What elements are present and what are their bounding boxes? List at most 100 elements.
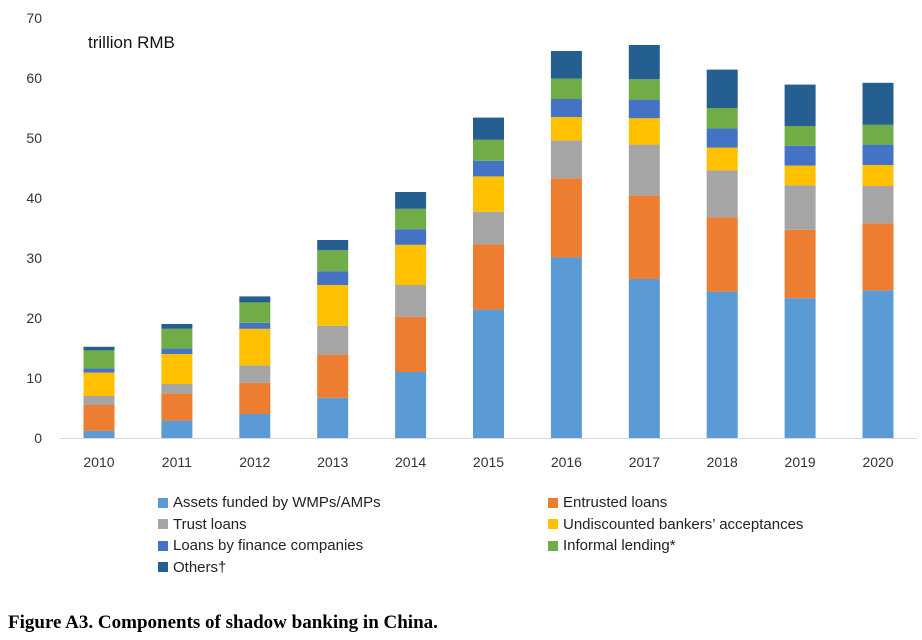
bar-segment [83,396,115,405]
bar-segment [239,365,271,383]
bar-segment [239,302,271,323]
x-tick-label: 2020 [862,454,893,470]
bar-segment [161,354,193,384]
x-tick-label: 2018 [707,454,738,470]
bar-segment [239,382,271,414]
bar-segment [161,328,193,349]
legend-item: Undiscounted bankers’ acceptances [548,516,803,533]
bar-segment [239,322,271,329]
bar-segment [317,240,349,251]
bar-segment [239,328,271,366]
bar-segment [706,147,738,171]
bar-segment [862,82,894,125]
bar-segment [317,285,349,326]
bar-segment [862,165,894,186]
bar-segment [473,117,504,140]
bar-segment [83,346,115,351]
x-tick-label: 2013 [317,454,348,470]
bar-segment [239,296,271,303]
x-tick-label: 2015 [473,454,504,470]
legend-label: Loans by finance companies [173,537,364,554]
legend-item: Entrusted loans [548,494,667,511]
bar-segment [83,350,115,369]
bar-segment [317,325,349,355]
legend-swatch [158,562,168,572]
y-tick-label: 40 [26,190,42,206]
bar-segment [628,79,660,100]
bar-segment [550,99,582,117]
bars-layer [83,45,894,438]
legend-label: Entrusted loans [563,494,668,511]
legend-swatch [158,497,168,508]
x-tick-label: 2011 [162,454,192,470]
x-tick-label: 2016 [551,454,582,470]
bar-segment [628,45,660,80]
bar-segment [550,117,582,141]
bar-segment [706,69,738,108]
bar-segment [473,160,504,177]
legend-swatch [548,497,558,508]
bar-segment [550,257,582,438]
bar-segment [161,324,193,329]
bar-segment [628,144,660,196]
bar-segment [83,368,115,373]
bar-segment [317,250,349,272]
legend-swatch [158,540,168,551]
legend-label: Trust loans [173,515,247,533]
bar-segment [784,185,816,230]
bar-segment [473,176,504,212]
legend-label: Assets funded by WMPs/AMPs [173,494,381,511]
bar-segment [161,420,193,438]
y-tick-label: 60 [26,70,42,86]
legend-label: Undiscounted bankers’ acceptances [563,515,804,533]
legend-label: Others† [173,558,227,576]
bar-segment [784,229,816,299]
x-tick-label: 2019 [785,454,816,470]
y-tick-label: 70 [26,10,42,26]
bar-segment [862,186,894,224]
bar-segment [550,140,582,179]
legend-item: Trust loans [158,516,247,533]
bar-segment [395,316,427,372]
y-tick-label: 10 [26,370,42,386]
bar-segment [784,298,816,438]
bar-segment [628,99,660,119]
bar-segment [83,372,115,396]
y-tick-label: 30 [26,250,42,266]
bar-segment [550,51,582,79]
bar-segment [395,208,427,230]
bar-segment [706,170,738,218]
bar-segment [473,309,504,438]
unit-label: trillion RMB [88,33,175,52]
axis-layer: 0 10 20 30 40 50 60 70 2010 2011 2012 2013 2014 2015 2… [26,10,917,470]
bar-segment [473,139,504,161]
x-tick-label: 2014 [395,454,426,470]
bar-segment [395,372,427,438]
bar-segment [239,414,271,438]
legend-item: Informal lending* [548,537,676,554]
legend-item: Assets funded by WMPs/AMPs [158,494,381,511]
bar-segment [706,217,738,292]
legend-swatch [158,519,168,529]
bar-segment [83,430,115,438]
bar-segment [628,118,660,145]
legend-item: Loans by finance companies [158,537,363,554]
bar-segment [83,405,115,431]
bar-segment [161,348,193,354]
bar-segment [862,144,894,165]
figure-caption: Figure A3. Components of shadow banking … [8,612,438,633]
bar-segment [395,229,427,245]
bar-segment [550,178,582,258]
bar-segment [862,290,894,438]
y-tick-label: 20 [26,310,42,326]
y-tick-label: 50 [26,130,42,146]
bar-segment [784,126,816,146]
legend-swatch [548,540,558,551]
x-tick-label: 2017 [629,454,660,470]
bar-segment [473,244,504,310]
bar-segment [550,78,582,99]
bar-segment [784,84,816,126]
bar-segment [317,271,349,285]
bar-segment [317,397,349,438]
